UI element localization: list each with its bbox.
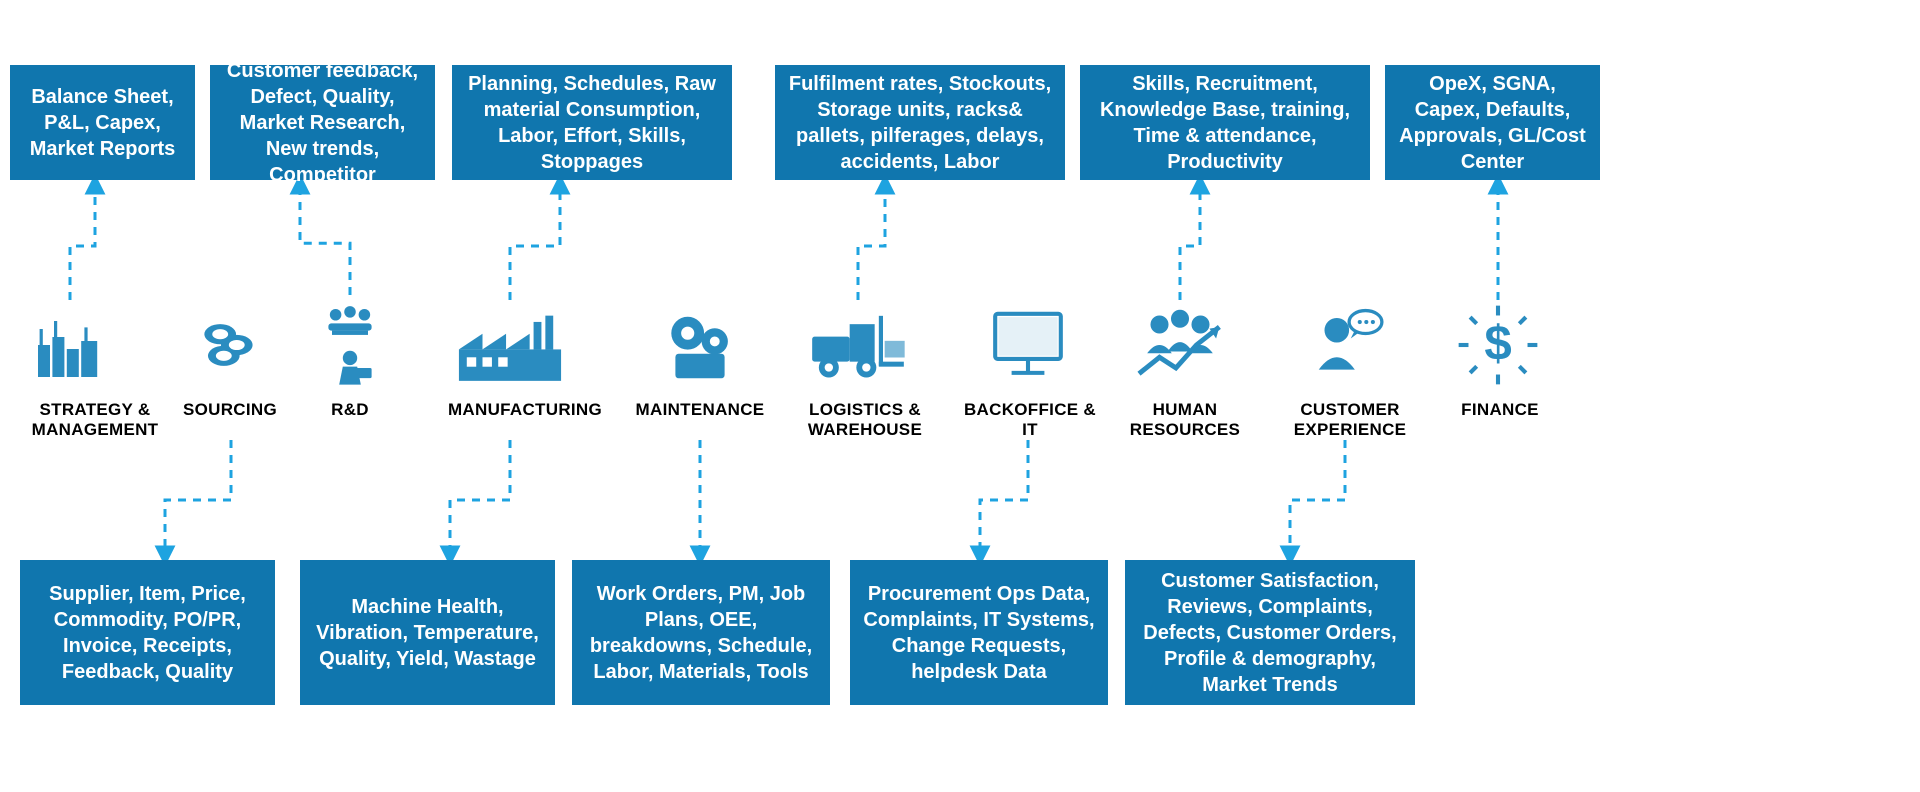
gears-machine-icon bbox=[645, 300, 755, 390]
dollar-burst-icon: $ bbox=[1443, 300, 1553, 390]
enterprise-functions-diagram: Balance Sheet, P&L, Capex, Market Report… bbox=[0, 0, 1920, 792]
factory-plant-icon bbox=[455, 300, 565, 390]
monitor-icon bbox=[973, 300, 1083, 390]
connector-bottom bbox=[165, 440, 231, 558]
bottom-info-box: Machine Health, Vibration, Temperature, … bbox=[300, 560, 555, 705]
dept-label-cx: CUSTOMER EXPERIENCE bbox=[1280, 400, 1420, 440]
bottom-info-box: Work Orders, PM, Job Plans, OEE, breakdo… bbox=[572, 560, 830, 705]
connector-bottom bbox=[450, 440, 510, 558]
bottom-info-box: Supplier, Item, Price, Commodity, PO/PR,… bbox=[20, 560, 275, 705]
pipes-icon bbox=[176, 300, 286, 390]
connector-top bbox=[70, 182, 95, 300]
top-info-box: Skills, Recruitment, Knowledge Base, tra… bbox=[1080, 65, 1370, 180]
dept-label-sourcing: SOURCING bbox=[175, 400, 285, 420]
connector-top bbox=[300, 182, 350, 295]
connector-bottom bbox=[980, 440, 1028, 558]
customer-speech-icon bbox=[1290, 300, 1400, 390]
factory-buildings-icon bbox=[15, 300, 125, 390]
bottom-info-box: Procurement Ops Data, Complaints, IT Sys… bbox=[850, 560, 1108, 705]
svg-text:$: $ bbox=[1484, 316, 1511, 371]
dept-label-mfg: MANUFACTURING bbox=[440, 400, 610, 420]
people-chart-icon bbox=[1125, 300, 1235, 390]
top-info-box: Customer feedback, Defect, Quality, Mark… bbox=[210, 65, 435, 180]
dept-label-logistics: LOGISTICS & WAREHOUSE bbox=[795, 400, 935, 440]
connector-top bbox=[858, 182, 885, 300]
dept-label-rd: R&D bbox=[320, 400, 380, 420]
bottom-info-box: Customer Satisfaction, Reviews, Complain… bbox=[1125, 560, 1415, 705]
forklift-truck-icon bbox=[803, 300, 913, 390]
top-info-box: Balance Sheet, P&L, Capex, Market Report… bbox=[10, 65, 195, 180]
connector-bottom bbox=[1290, 440, 1345, 558]
top-info-box: Planning, Schedules, Raw material Consum… bbox=[452, 65, 732, 180]
dept-label-strategy: STRATEGY & MANAGEMENT bbox=[30, 400, 160, 440]
connector-top bbox=[510, 182, 560, 300]
dept-label-backoffice: BACKOFFICE & IT bbox=[960, 400, 1100, 440]
dept-label-maint: MAINTENANCE bbox=[625, 400, 775, 420]
connector-top bbox=[1180, 182, 1200, 300]
dept-label-hr: HUMAN RESOURCES bbox=[1115, 400, 1255, 440]
meeting-lab-icon bbox=[295, 300, 405, 390]
dept-label-finance: FINANCE bbox=[1450, 400, 1550, 420]
top-info-box: Fulfilment rates, Stockouts, Storage uni… bbox=[775, 65, 1065, 180]
top-info-box: OpeX, SGNA, Capex, Defaults, Approvals, … bbox=[1385, 65, 1600, 180]
